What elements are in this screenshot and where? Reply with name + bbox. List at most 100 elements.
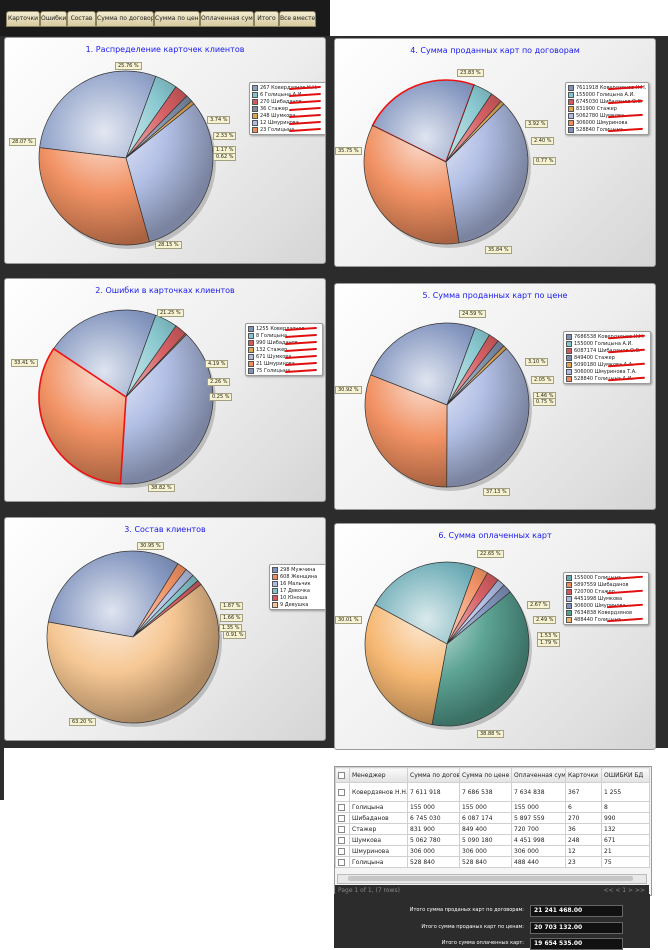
table-cell: 6 745 030 [407,812,460,824]
legend-swatch [568,126,574,133]
pie-slice-0[interactable] [53,309,157,398]
pie-chart [364,561,532,730]
legend-swatch [248,353,254,360]
slice-value-label: 0.62 % [213,153,237,161]
total-label-paid: Итого сумма оплаченных карт: [441,940,524,946]
managers-table: Менеджер Сумма по договорам Сумма по цен… [335,767,650,868]
table-cell: 367 [565,782,602,802]
legend-item: 12 Шмуринова [252,119,324,126]
legend-label: 10 Юноша [280,594,308,601]
chart-panel-2: 2. Ошибки в карточках клиентов 21.25 % 4.1… [4,278,326,502]
table-row[interactable]: Шибаданов 6 745 030 6 087 174 5 897 559 270 9… [335,812,650,824]
tab-5[interactable]: Оплаченная сумма [200,11,254,27]
pie-slice-5[interactable] [363,125,460,245]
column-header-manager[interactable]: Менеджер [349,767,408,783]
legend-item: 155000 Голицына [566,574,646,581]
pie-slice-6[interactable] [364,374,448,488]
table-row[interactable]: Стажер 831 900 849 400 720 700 36 132 [335,823,650,835]
pie-slice-5[interactable] [125,103,214,243]
horizontal-scrollbar[interactable] [337,874,647,884]
pie-slice-5[interactable] [446,348,530,488]
total-value-paid: 19 654 535.00 [530,938,623,950]
column-header-price-sum[interactable]: Сумма по цене [459,767,512,783]
row-checkbox[interactable] [335,834,350,846]
tab-0[interactable]: Карточки [6,11,40,27]
legend-label: 270 Шибаданов [260,98,302,105]
pie-slice-6[interactable] [364,604,448,726]
slice-value-label: 30.95 % [137,542,164,550]
pie-slice-4[interactable] [120,334,214,485]
pager-navigation[interactable]: << < 1 > >> [603,887,645,894]
column-header-db-errors[interactable]: ОШИБКИ БД [601,767,650,783]
tab-6[interactable]: Итого [254,11,279,27]
legend-label: 306000 Шмуринова [574,602,626,609]
pie-slice-0[interactable] [374,561,476,645]
legend-item: 608 Женщина [272,573,324,580]
pie-slice-0[interactable] [371,79,476,164]
pie-slice-0[interactable] [370,322,476,406]
pie-slice-4[interactable] [445,103,529,244]
table-cell: 5 090 180 [459,834,512,846]
table-cell: Ковердзянов Н.Н. [349,782,408,802]
column-header-cards[interactable]: Карточки [565,767,602,783]
table-row[interactable]: Голицына 528 840 528 840 488 440 23 75 [335,856,650,868]
table-cell: Голицына [349,856,408,868]
select-all-checkbox[interactable] [335,767,350,783]
slice-value-label: 38.88 % [477,730,504,738]
slice-value-label: 2.05 % [531,376,555,384]
row-checkbox[interactable] [335,845,350,857]
slice-value-label: 1.79 % [537,639,561,647]
chart-title: 4. Сумма проданных карт по договорам [410,46,580,55]
legend-item: 4451998 Шумкова [566,595,646,602]
pie-slice-0[interactable] [39,70,157,159]
tab-7[interactable]: Все вместе [279,11,316,27]
row-checkbox[interactable] [335,823,350,835]
table-row[interactable]: Ковердзянов Н.Н. 7 611 918 7 686 538 7 634 … [335,782,650,802]
legend-item: 849400 Стажер [566,354,648,361]
legend-item: 306000 Шмуринова [566,602,646,609]
row-checkbox[interactable] [335,856,350,868]
pie-chart [364,322,532,491]
table-row[interactable]: Шумкова 5 062 780 5 090 180 4 451 998 248 671 [335,834,650,846]
pie-slice-5[interactable] [46,583,220,724]
legend-swatch [248,339,254,346]
slice-value-label: 35.75 % [335,147,362,155]
tab-3[interactable]: Сумма по договорам [96,11,154,27]
tab-2[interactable]: Состав [67,11,96,27]
pie-slice-0[interactable] [47,550,179,638]
legend-item: 17 Девочка [272,587,324,594]
pie-slice-6[interactable] [38,147,150,246]
legend-item: 528840 Голицына [568,126,646,133]
legend-swatch [252,84,258,91]
row-checkbox[interactable] [335,812,350,824]
legend-swatch [248,367,254,374]
chart-panel-4: 4. Сумма проданных карт по договорам 23.8… [334,38,656,267]
slice-value-label: 30.01 % [335,616,362,624]
pie-slice-5[interactable] [38,347,127,485]
pie-slice-5[interactable] [431,591,530,727]
table-cell: 23 [565,856,602,868]
column-header-paid-sum[interactable]: Оплаченная сумма [511,767,566,783]
slice-value-label: 38.82 % [148,484,175,492]
table-row[interactable]: Голицына 155 000 155 000 155 000 6 8 [335,801,650,813]
chart-legend: 298 Мужчина 608 Женщина 16 Мальчик 17 Девоч… [269,564,325,610]
legend-label: 990 Шибаданов [256,339,298,346]
legend-swatch [566,609,572,616]
chart-panel-1: 1. Распределение карточек клиентов 25.76 … [4,37,326,264]
row-checkbox[interactable] [335,801,350,813]
legend-item: 132 Стажер [248,346,320,353]
table-cell: Шибаданов [349,812,408,824]
row-checkbox[interactable] [335,782,350,802]
tab-4[interactable]: Сумма по цене [154,11,200,27]
legend-swatch [272,573,278,580]
column-header-contract-sum[interactable]: Сумма по договорам [407,767,460,783]
slice-value-label: 2.40 % [531,137,555,145]
legend-swatch [566,347,572,354]
pie-chart [38,70,216,249]
legend-label: 4451998 Шумкова [574,595,623,602]
table-cell: 5 062 780 [407,834,460,846]
slice-value-label: 2.26 % [207,378,231,386]
tab-1[interactable]: Ошибки [40,11,67,27]
table-row[interactable]: Шмуринова 306 000 306 000 306 000 12 21 [335,845,650,857]
legend-swatch [252,119,258,126]
